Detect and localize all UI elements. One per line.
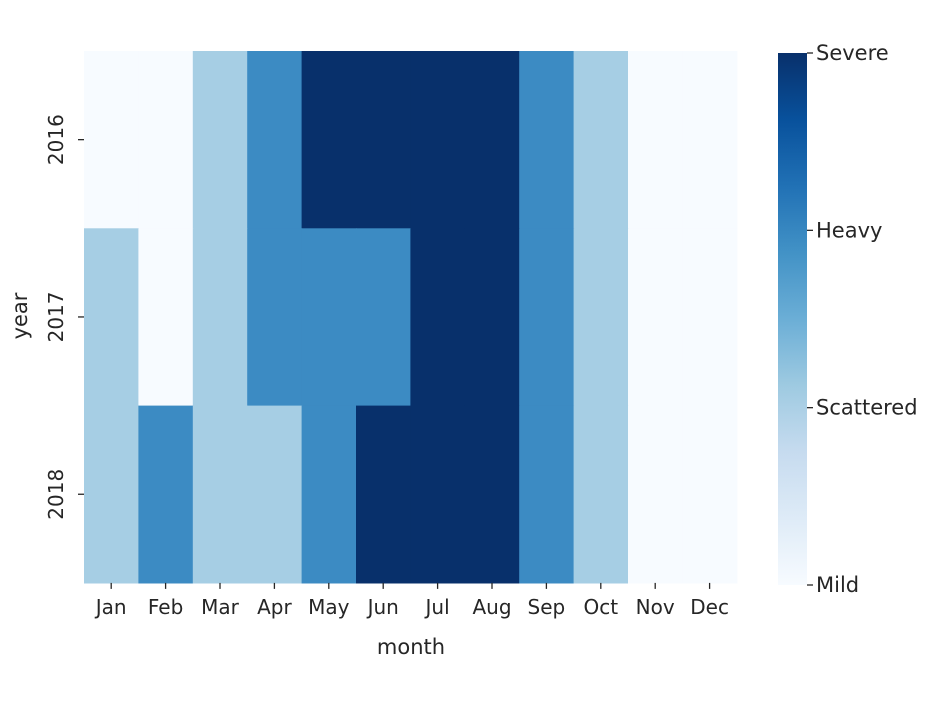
heatmap-cell-2018-jun [356, 405, 411, 584]
heatmap-cell-2017-jul [410, 228, 466, 407]
x-tick-label-apr: Apr [257, 595, 292, 619]
y-tick-label-2016: 2016 [44, 114, 68, 165]
x-axis-title: month [377, 635, 445, 659]
y-axis-title: year [8, 292, 32, 339]
heatmap-cell-2017-nov [628, 228, 683, 407]
heatmap-cell-2016-mar [192, 51, 248, 229]
heatmap-cell-2017-sep [519, 228, 575, 407]
heatmap-cell-2018-apr [247, 405, 303, 584]
heatmap-cell-2018-sep [519, 405, 575, 584]
heatmap-cell-2018-feb [138, 405, 194, 584]
x-tick-label-mar: Mar [201, 595, 240, 619]
x-axis: Jan Feb Mar Apr May Jun Jul Aug Sep Oct Nov Dec [94, 582, 729, 619]
heatmap-cell-2016-jul [410, 51, 466, 229]
heatmap-cell-2017-jan [84, 228, 139, 407]
heatmap-cell-2018-jan [84, 405, 139, 584]
heatmap-cell-2016-jan [84, 51, 139, 229]
heatmap-cell-2017-feb [138, 228, 194, 407]
heatmap-cell-2017-oct [573, 228, 629, 407]
heatmap-cell-2018-mar [192, 405, 248, 584]
heatmap-cell-2018-nov [628, 405, 683, 584]
x-tick-label-aug: Aug [472, 595, 511, 619]
heatmap-cell-2017-apr [247, 228, 303, 407]
colorbar-tick-label-scattered: Scattered [816, 396, 918, 420]
heatmap-cell-2016-aug [464, 51, 520, 229]
x-tick-label-sep: Sep [528, 595, 566, 619]
heatmap-cell-2017-may [301, 228, 357, 407]
heatmap-cell-2018-aug [464, 405, 520, 584]
heatmap-cell-2016-nov [628, 51, 683, 229]
heatmap-cell-2017-mar [192, 228, 248, 407]
y-axis: 2016 2017 2018 [44, 114, 84, 520]
x-tick-label-dec: Dec [690, 595, 729, 619]
colorbar-gradient [778, 53, 807, 585]
colorbar-tick-label-severe: Severe [816, 41, 889, 65]
heatmap-cell-2017-aug [464, 228, 520, 407]
heatmap-cell-2016-may [301, 51, 357, 229]
heatmap-cell-2016-sep [519, 51, 575, 229]
x-tick-label-feb: Feb [148, 595, 183, 619]
y-tick-label-2018: 2018 [44, 469, 68, 520]
x-tick-label-may: May [308, 595, 350, 619]
heatmap-cells [84, 51, 738, 584]
x-tick-label-oct: Oct [584, 595, 619, 619]
x-tick-label-jan: Jan [94, 595, 127, 619]
colorbar-tick-label-mild: Mild [816, 573, 859, 597]
colorbar: Mild Scattered Heavy Severe [778, 41, 918, 597]
heatmap-cell-2017-jun [356, 228, 411, 407]
x-tick-label-jun: Jun [366, 595, 399, 619]
heatmap-cell-2016-jun [356, 51, 411, 229]
heatmap-cell-2016-dec [682, 51, 738, 229]
heatmap-cell-2016-oct [573, 51, 629, 229]
colorbar-tick-label-heavy: Heavy [816, 218, 882, 242]
y-tick-label-2017: 2017 [44, 291, 68, 342]
heatmap-cell-2018-may [301, 405, 357, 584]
x-tick-label-jul: Jul [424, 595, 450, 619]
heatmap-cell-2018-oct [573, 405, 629, 584]
heatmap-cell-2018-dec [682, 405, 738, 584]
heatmap-cell-2018-jul [410, 405, 466, 584]
heatmap-cell-2016-apr [247, 51, 303, 229]
heatmap-cell-2016-feb [138, 51, 194, 229]
heatmap-cell-2017-dec [682, 228, 738, 407]
x-tick-label-nov: Nov [636, 595, 675, 619]
